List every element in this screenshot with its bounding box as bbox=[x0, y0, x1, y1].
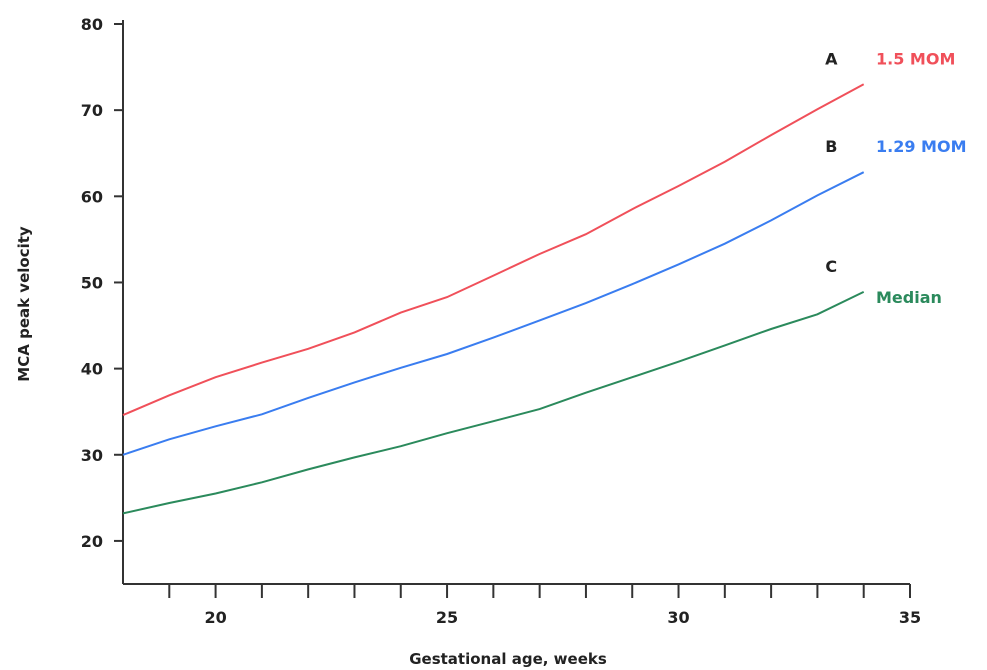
series-lines bbox=[122, 83, 865, 515]
x-tick-label: 20 bbox=[204, 608, 226, 627]
series-name-label: Median bbox=[876, 288, 942, 307]
series-letter-label: A bbox=[825, 49, 838, 68]
series-labels: 1.5 MOM A 1.29 MOM B Median C bbox=[825, 49, 966, 307]
y-tick-label: 30 bbox=[81, 446, 103, 465]
axes bbox=[122, 20, 910, 585]
series-name-label: 1.5 MOM bbox=[876, 49, 955, 68]
y-axis-title: MCA peak velocity bbox=[15, 226, 33, 382]
series-line-3 bbox=[122, 290, 865, 515]
y-tick-label: 40 bbox=[81, 360, 103, 379]
x-tick-label: 30 bbox=[667, 608, 689, 627]
series-name-label: 1.29 MOM bbox=[876, 137, 967, 156]
y-tick-label: 50 bbox=[81, 273, 103, 292]
x-tick-label: 35 bbox=[899, 608, 921, 627]
y-tick-label: 20 bbox=[81, 532, 103, 551]
series-line-2 bbox=[122, 171, 865, 456]
series-line-1 bbox=[122, 83, 865, 417]
y-tick-label: 70 bbox=[81, 101, 103, 120]
x-tick-label: 25 bbox=[436, 608, 458, 627]
y-tick-label: 80 bbox=[81, 15, 103, 34]
y-tick-label: 60 bbox=[81, 187, 103, 206]
x-ticks: 20 25 30 35 bbox=[168, 584, 921, 627]
y-ticks: 20 30 40 50 60 70 80 bbox=[81, 15, 123, 551]
x-axis-title: Gestational age, weeks bbox=[409, 650, 607, 668]
series-letter-label: C bbox=[825, 257, 837, 276]
series-letter-label: B bbox=[825, 137, 837, 156]
